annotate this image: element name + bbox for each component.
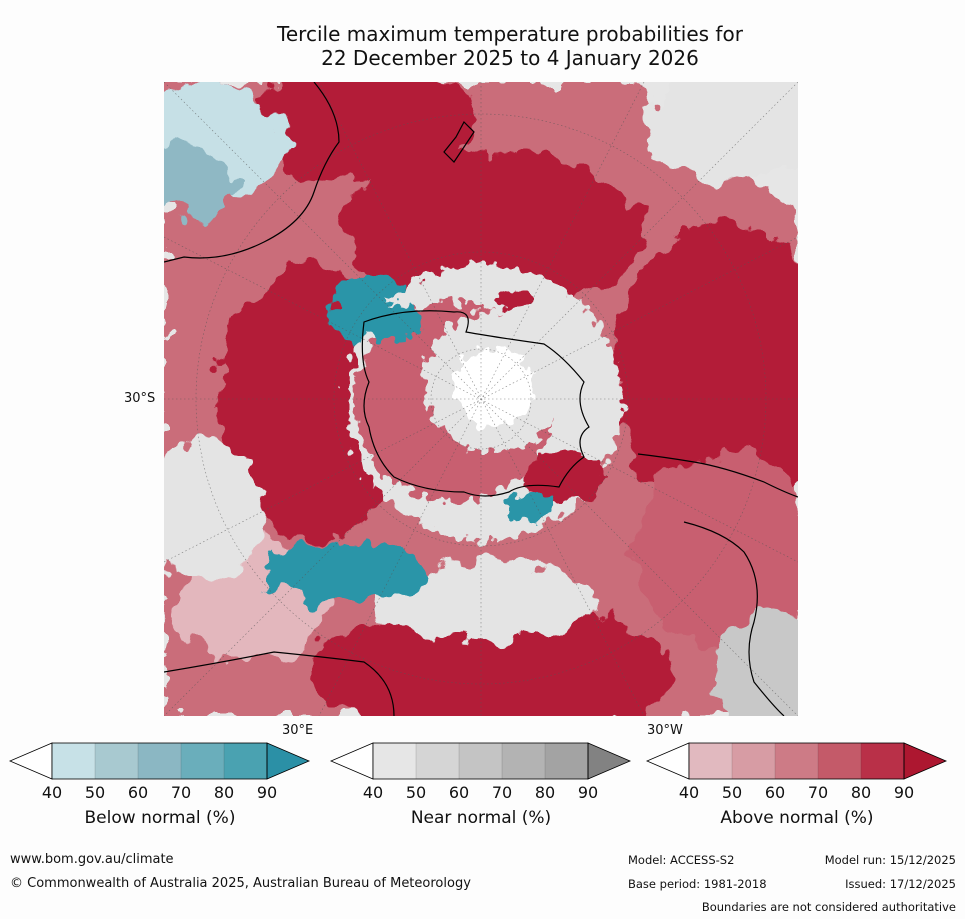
- australia-coast: [164, 82, 340, 263]
- colorbar-segment: [95, 743, 138, 779]
- colorbar-outline: [688, 742, 905, 780]
- colorbar-outline: [51, 742, 268, 780]
- colorbar-tick-label: 80: [213, 783, 235, 802]
- colorbar-above: [645, 742, 948, 780]
- colorbar-tick-label: 50: [405, 783, 427, 802]
- model-name: Model: ACCESS-S2: [628, 853, 735, 867]
- colorbar-near: [329, 742, 632, 780]
- colorbar-tick-label: 70: [170, 783, 192, 802]
- map-svg: [164, 82, 798, 716]
- colorbar-tick-label: 50: [84, 783, 106, 802]
- colorbar-segment: [818, 743, 861, 779]
- title-line-1: Tercile maximum temperature probabilitie…: [277, 22, 743, 46]
- issued-date: Issued: 17/12/2025: [845, 877, 956, 891]
- colorbar-above-title: Above normal (%): [720, 808, 874, 828]
- colorbar-segment: [689, 743, 732, 779]
- colorbar-tick-label: 70: [491, 783, 513, 802]
- copyright-text: © Commonwealth of Australia 2025, Austra…: [10, 876, 471, 891]
- colorbar-tick-label: 40: [362, 783, 384, 802]
- boundaries-disclaimer: Boundaries are not considered authoritat…: [701, 900, 956, 914]
- colorbar-below: [8, 742, 311, 780]
- colorbar-min-triangle: [329, 742, 374, 780]
- colorbar-tick-label: 40: [41, 783, 63, 802]
- colorbar-tick-label: 90: [577, 783, 599, 802]
- colorbar-tick-label: 50: [721, 783, 743, 802]
- antarctica-coast: [361, 310, 590, 497]
- model-run: Model run: 15/12/2025: [824, 853, 956, 867]
- colorbar-segment: [181, 743, 224, 779]
- colorbar-segment: [52, 743, 95, 779]
- coastlines: [164, 82, 798, 716]
- colorbar-max-triangle: [587, 742, 632, 780]
- colorbar-outline: [372, 742, 589, 780]
- colorbar-min-triangle: [645, 742, 690, 780]
- colorbar-segment: [861, 743, 904, 779]
- colorbar-tick-label: 60: [448, 783, 470, 802]
- africa-coast: [164, 651, 395, 716]
- south-america-east-coast: [683, 521, 785, 716]
- title-line-2: 22 December 2025 to 4 January 2026: [321, 46, 699, 70]
- colorbar-tick-label: 40: [678, 783, 700, 802]
- south-america-coast: [637, 453, 798, 498]
- colorbar-near-title: Near normal (%): [410, 808, 552, 828]
- colorbar-segment: [373, 743, 416, 779]
- colorbar-min-triangle: [8, 742, 53, 780]
- map-title: Tercile maximum temperature probabilitie…: [160, 22, 860, 70]
- base-period: Base period: 1981-2018: [628, 877, 767, 891]
- antarctic-ring: [346, 264, 622, 540]
- colorbar-tick-label: 60: [764, 783, 786, 802]
- colorbar-segment: [416, 743, 459, 779]
- colorbar-segment: [502, 743, 545, 779]
- colorbar-max-triangle: [903, 742, 948, 780]
- colorbar-segment: [732, 743, 775, 779]
- colorbar-tick-label: 80: [534, 783, 556, 802]
- colorbar-tick-label: 90: [256, 783, 278, 802]
- website-link[interactable]: www.bom.gov.au/climate: [10, 852, 174, 867]
- colorbar-segment: [545, 743, 588, 779]
- colorbar-tick-label: 90: [893, 783, 915, 802]
- graticule: [164, 82, 798, 716]
- polar-probability-map: [164, 82, 798, 716]
- colorbar-tick-label: 70: [807, 783, 829, 802]
- lon-label-30w: 30°W: [647, 723, 683, 738]
- colorbar-tick-label: 60: [127, 783, 149, 802]
- lon-label-30e: 30°E: [282, 723, 314, 738]
- colorbar-segment: [459, 743, 502, 779]
- colorbar-segment: [138, 743, 181, 779]
- colorbar-tick-label: 80: [850, 783, 872, 802]
- colorbar-below-title: Below normal (%): [84, 808, 236, 828]
- colorbar-segment: [775, 743, 818, 779]
- colorbar-segment: [224, 743, 267, 779]
- colorbar-max-triangle: [266, 742, 311, 780]
- new-zealand-coast: [443, 121, 475, 163]
- lat-label-30s: 30°S: [124, 391, 156, 406]
